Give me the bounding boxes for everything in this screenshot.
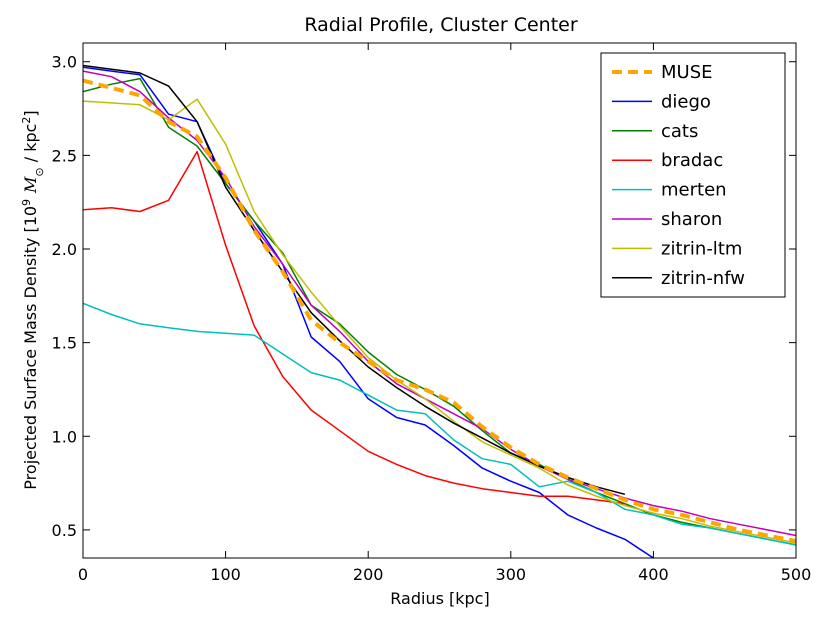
x-tick-label: 200 [353,565,384,584]
tick-layer: 0 100 200 300 400 500 0.5 1.0 1.5 2.0 2.5 3.0 [52,43,812,584]
y-tick-label: 0.5 [52,521,77,540]
series-layer [83,64,796,558]
legend-label: diego [661,91,711,112]
legend-entry-MUSE: MUSE [612,62,713,83]
x-tick-label: 0 [78,565,88,584]
series-line-MUSE [83,78,796,544]
legend-entry-cats: cats [612,121,698,142]
legend-label: zitrin-nfw [661,268,745,289]
series-line-sharon [83,70,796,537]
x-axis-label: Radius [kpc] [390,589,489,608]
legend-entry-bradac: bradac [612,150,723,171]
series-line-diego [83,66,654,558]
series-line-bradac [83,150,625,505]
series-line-zitrin-nfw [83,64,626,496]
legend: MUSE diego cats bradac merten sharon zitrin-lt… [600,52,786,298]
legend-label: MUSE [661,62,713,83]
legend-label: merten [661,180,727,201]
y-tick-label: 1.0 [52,427,77,446]
y-tick-label: 2.5 [52,146,77,165]
chart-title: Radial Profile, Cluster Center [304,14,577,36]
legend-entry-zitrin-nfw: zitrin-nfw [612,268,745,289]
legend-label: bradac [661,150,723,171]
x-tick-label: 300 [496,565,527,584]
y-tick-label: 3.0 [52,53,77,72]
legend-entry-diego: diego [612,91,711,112]
legend-label: cats [661,121,698,142]
y-axis-label: Projected Surface Mass Density [109M⊙ / … [20,110,46,489]
legend-box [600,52,786,298]
legend-entry-sharon: sharon [612,209,722,230]
x-tick-label: 500 [781,565,812,584]
y-tick-label: 1.5 [52,334,77,353]
legend-entry-merten: merten [612,180,727,201]
legend-entry-zitrin-ltm: zitrin-ltm [612,238,742,259]
legend-label: zitrin-ltm [661,238,742,259]
series-line-merten [83,302,796,546]
plot-frame [82,42,797,559]
series-line-zitrin-ltm [83,98,796,544]
x-tick-label: 400 [638,565,669,584]
legend-label: sharon [661,209,722,230]
y-tick-label: 2.0 [52,240,77,259]
x-tick-label: 100 [210,565,241,584]
